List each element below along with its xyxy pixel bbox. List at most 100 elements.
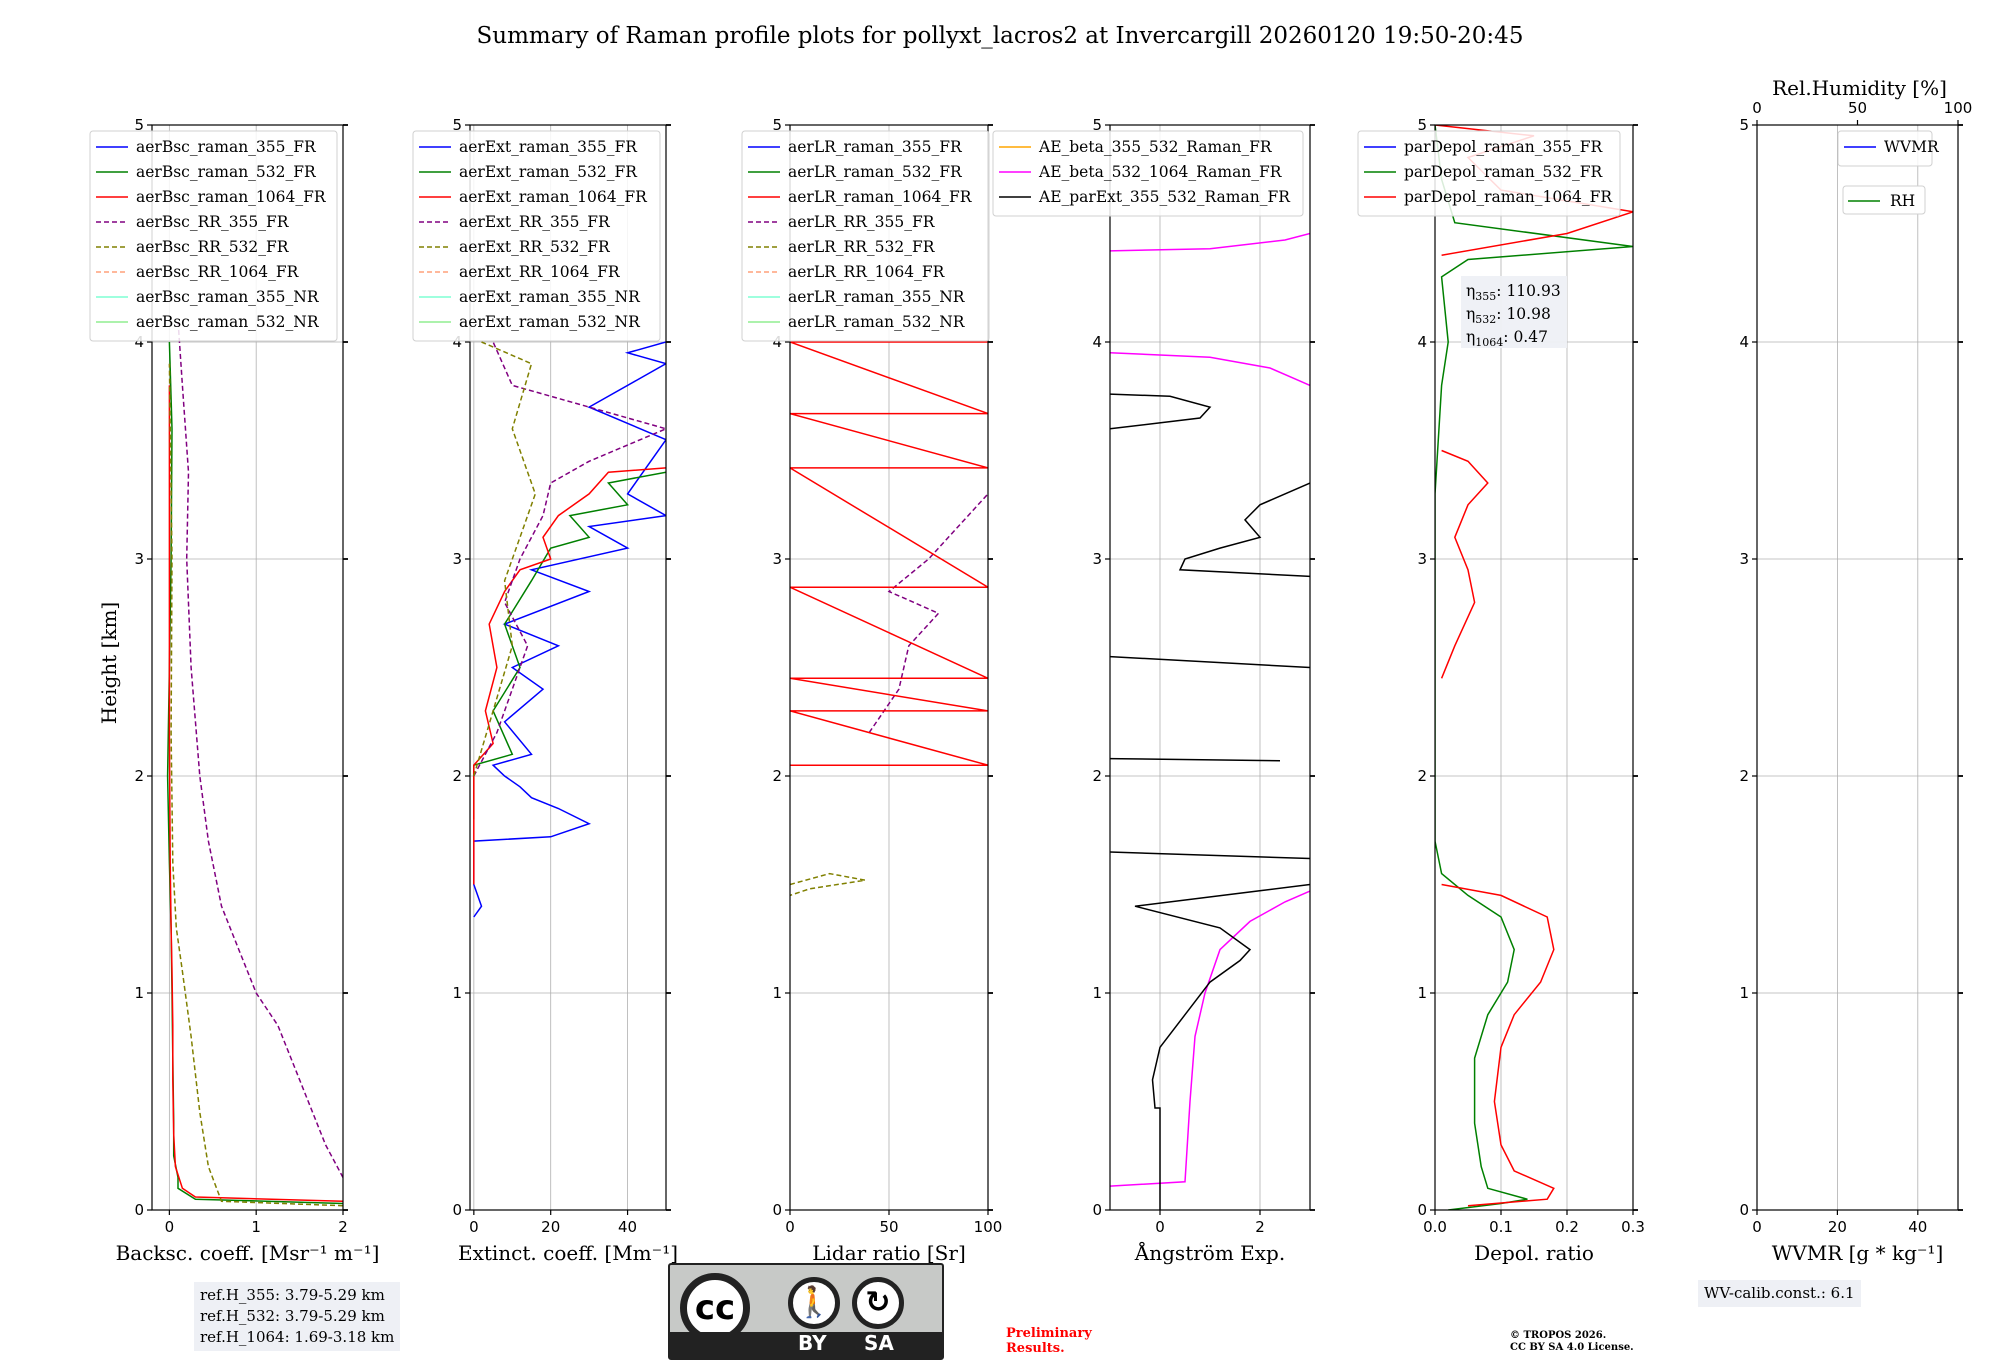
x-tick-label: 100 — [974, 1218, 1003, 1236]
y-tick-label: 5 — [452, 116, 462, 134]
y-tick-label: 4 — [772, 333, 782, 351]
x-axis-label: WVMR [g * kg⁻¹] — [1772, 1241, 1944, 1265]
x-axis-label: Extinct. coeff. [Mm⁻¹] — [458, 1241, 678, 1265]
legend-entry: aerLR_RR_355_FR — [788, 213, 936, 231]
legend-entry: WVMR — [1884, 138, 1940, 156]
legend-entry: aerExt_raman_532_FR — [459, 163, 638, 181]
legend: aerBsc_raman_355_FR aerBsc_raman_532_FRae… — [89, 130, 338, 342]
series-line — [790, 872, 866, 897]
panel-2: 0 1 2 3 4 5 0 20 40 Extinct. coeff. [Mm⁻¹] aerExt_… — [412, 116, 678, 1265]
legend: WVMR RH — [1837, 130, 1940, 215]
eta-value: η1064: 0.47 — [1466, 328, 1548, 349]
y-tick-label: 3 — [1739, 550, 1749, 568]
copyright-note: © TROPOS 2026. CC BY SA 4.0 License. — [1510, 1330, 1634, 1354]
x-tick-label: 40 — [1908, 1218, 1927, 1236]
series-line — [168, 363, 343, 1207]
x-axis-label: Depol. ratio — [1474, 1241, 1594, 1265]
series-group — [166, 320, 343, 1207]
y-tick-label: 1 — [1417, 984, 1427, 1002]
y-tick-label: 4 — [1739, 333, 1749, 351]
y-tick-label: 0 — [452, 1201, 462, 1219]
y-tick-label: 1 — [1739, 984, 1749, 1002]
axes-frame — [1434, 124, 1634, 1211]
legend: aerExt_raman_355_FR aerExt_raman_532_FRae… — [412, 130, 661, 342]
y-tick-label: 4 — [1092, 333, 1102, 351]
y-tick-label: 0 — [1092, 1201, 1102, 1219]
legend-entry: aerLR_raman_532_FR — [788, 163, 963, 181]
preliminary-line-1: Preliminary — [1006, 1326, 1092, 1341]
y-tick-label: 4 — [1417, 333, 1427, 351]
y-axis-label: Height [km] — [97, 602, 121, 724]
series-line — [1110, 890, 1310, 1187]
x-axis-label: Ångström Exp. — [1134, 1240, 1285, 1265]
series-line — [166, 341, 343, 1205]
person-icon: 🚶 — [788, 1277, 840, 1329]
reference-height-box: ref.H_355: 3.79-5.29 km ref.H_532: 3.79-… — [194, 1282, 401, 1351]
y-tick-label: 5 — [772, 116, 782, 134]
figure-title: Summary of Raman profile plots for polly… — [477, 23, 1524, 49]
series-line — [473, 341, 537, 777]
series-line — [1110, 232, 1310, 252]
y-tick-label: 2 — [452, 767, 462, 785]
wv-calib-box: WV-calib.const.: 6.1 — [1698, 1280, 1861, 1307]
top-tick-label: 100 — [1944, 99, 1973, 117]
series-line — [1110, 393, 1212, 430]
legend-box — [412, 130, 661, 342]
x-tick-label: 50 — [879, 1218, 898, 1236]
series-line — [473, 341, 666, 918]
legend-entry: AE_beta_532_1064_Raman_FR — [1038, 163, 1283, 181]
x-tick-label: 0 — [1155, 1218, 1165, 1236]
panel-5: 0 1 2 3 4 5 0.0 0.1 0.2 0.3 Depol. ratio parDepol_r… — [1357, 116, 1645, 1265]
top-tick-label: 0 — [1752, 99, 1762, 117]
x-tick-label: 0.2 — [1555, 1218, 1579, 1236]
x-tick-label: 0.3 — [1621, 1218, 1645, 1236]
legend-entry: aerLR_RR_532_FR — [788, 238, 936, 256]
series-line — [790, 341, 988, 766]
cc-label-bar — [670, 1332, 942, 1358]
series-line — [1441, 883, 1555, 1207]
y-tick-label: 0 — [772, 1201, 782, 1219]
cc-license-badge: cc 🚶 ↻ BY SA — [668, 1263, 944, 1360]
cc-by-label: BY — [798, 1331, 827, 1355]
eta-value: η532: 10.98 — [1466, 305, 1551, 326]
x-tick-label: 2 — [338, 1218, 348, 1236]
y-tick-label: 0 — [1417, 1201, 1427, 1219]
axes-frame — [151, 124, 344, 1211]
legend-entry: aerBsc_raman_532_FR — [136, 163, 317, 181]
series-line — [1110, 851, 1310, 860]
copyright-line-2: CC BY SA 4.0 License. — [1510, 1342, 1634, 1353]
wv-calib-text: WV-calib.const.: 6.1 — [1704, 1284, 1855, 1302]
series-line — [473, 471, 666, 820]
legend-entry: aerLR_raman_355_FR — [788, 138, 963, 156]
x-axis-label: Lidar ratio [Sr] — [812, 1241, 966, 1265]
legend-box — [89, 130, 338, 342]
y-tick-label: 5 — [134, 116, 144, 134]
legend-entry: aerBsc_RR_1064_FR — [136, 263, 300, 281]
refh-355-text: ref.H_355: 3.79-5.29 km — [200, 1286, 385, 1304]
cc-sa-label: SA — [864, 1331, 894, 1355]
series-line — [473, 467, 666, 885]
y-tick-label: 5 — [1739, 116, 1749, 134]
legend-entry: aerBsc_RR_532_FR — [136, 238, 290, 256]
y-tick-label: 1 — [772, 984, 782, 1002]
y-tick-label: 5 — [1417, 116, 1427, 134]
legend-box — [1837, 130, 1933, 167]
y-tick-label: 2 — [134, 767, 144, 785]
legend: parDepol_raman_355_FR parDepol_raman_532_… — [1357, 130, 1621, 217]
legend-entry: parDepol_raman_1064_FR — [1404, 188, 1613, 206]
panel-4: 0 1 2 3 4 5 0 2 Ångström Exp. AE_beta_355_532_Ram… — [992, 116, 1315, 1265]
share-alike-icon: ↻ — [852, 1277, 904, 1329]
legend2-box — [1842, 185, 1926, 215]
legend-box — [992, 130, 1304, 217]
legend-box — [1357, 130, 1621, 217]
y-tick-label: 1 — [452, 984, 462, 1002]
legend-entry: aerBsc_raman_532_NR — [136, 313, 320, 331]
legend-entry: aerExt_RR_1064_FR — [459, 263, 621, 281]
series-line — [1178, 482, 1310, 578]
x-tick-label: 20 — [1828, 1218, 1847, 1236]
y-tick-label: 1 — [134, 984, 144, 1002]
top-axis-label: Rel.Humidity [%] — [1772, 76, 1947, 100]
y-tick-label: 2 — [1739, 767, 1749, 785]
